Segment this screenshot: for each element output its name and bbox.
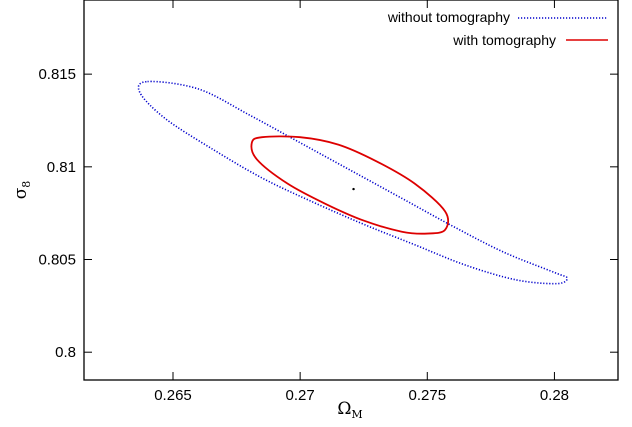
tick-group: 0.265 0.27 0.275 0.28 0.8 0.805 0.81 0.815 <box>38 0 618 404</box>
fiducial-center-point <box>352 187 355 191</box>
series-group <box>137 80 568 285</box>
y-tick-label: 0.81 <box>47 159 76 176</box>
y-tick-label: 0.8 <box>55 344 76 361</box>
y-tick-label: 0.805 <box>38 252 76 269</box>
x-tick-label: 0.28 <box>540 387 569 404</box>
x-tick-label: 0.275 <box>409 387 447 404</box>
legend-label-without-tomography: without tomography <box>387 9 510 25</box>
x-axis-title: ΩM <box>337 399 362 421</box>
x-tick-label: 0.27 <box>286 387 315 404</box>
plot-frame <box>83 0 619 381</box>
contour-without-tomography <box>137 80 568 285</box>
x-tick-label: 0.265 <box>154 387 192 404</box>
legend: without tomography with tomography <box>387 9 608 48</box>
y-axis-title: σ8 <box>11 181 33 200</box>
legend-label-with-tomography: with tomography <box>452 32 556 48</box>
contour-with-tomography <box>250 135 450 235</box>
y-tick-label: 0.815 <box>38 66 76 83</box>
